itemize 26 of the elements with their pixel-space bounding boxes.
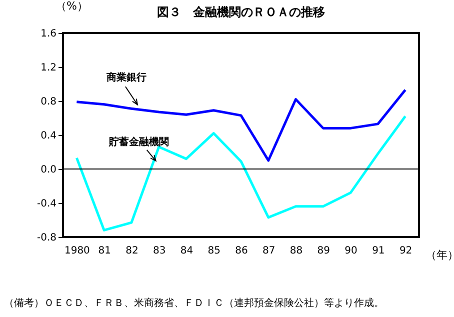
y-tick-label: 0.0 [40, 164, 56, 176]
annotation: 貯蓄金融機関 [108, 136, 169, 148]
y-tick-label: 1.6 [40, 28, 56, 40]
y-tick-label: -0.8 [36, 232, 56, 244]
y-tick-label: 0.4 [40, 130, 56, 142]
x-axis-title: （年） [426, 248, 454, 262]
x-tick-label: 82 [126, 246, 138, 256]
x-tick-label: 1980 [64, 246, 90, 256]
x-tick-label: 88 [290, 246, 303, 256]
annotation: 商業銀行 [105, 72, 146, 84]
y-tick-label: 1.2 [40, 62, 56, 74]
x-tick-label: 91 [372, 246, 385, 256]
x-tick-label: 81 [98, 246, 111, 256]
y-tick-label: -0.4 [36, 198, 56, 210]
x-tick-label: 90 [344, 246, 358, 256]
x-tick-label: 89 [317, 246, 330, 256]
y-tick-label: 0.8 [40, 96, 56, 108]
x-tick-label: 92 [399, 246, 412, 256]
y-axis-title: （%） [56, 0, 88, 12]
chart-title: 図３ 金融機関のＲＯＡの推移 [157, 5, 325, 19]
x-tick-label: 84 [180, 246, 194, 256]
x-tick-label: 87 [262, 246, 276, 256]
x-tick-label: 86 [235, 246, 248, 256]
x-tick-label: 83 [152, 246, 166, 256]
text: （備考）ＯＥＣＤ、ＦＲＢ、米商務省、ＦＤＩＣ（連邦預金保険公社）等より作成。 [4, 296, 384, 310]
x-tick-label: 85 [208, 246, 220, 256]
